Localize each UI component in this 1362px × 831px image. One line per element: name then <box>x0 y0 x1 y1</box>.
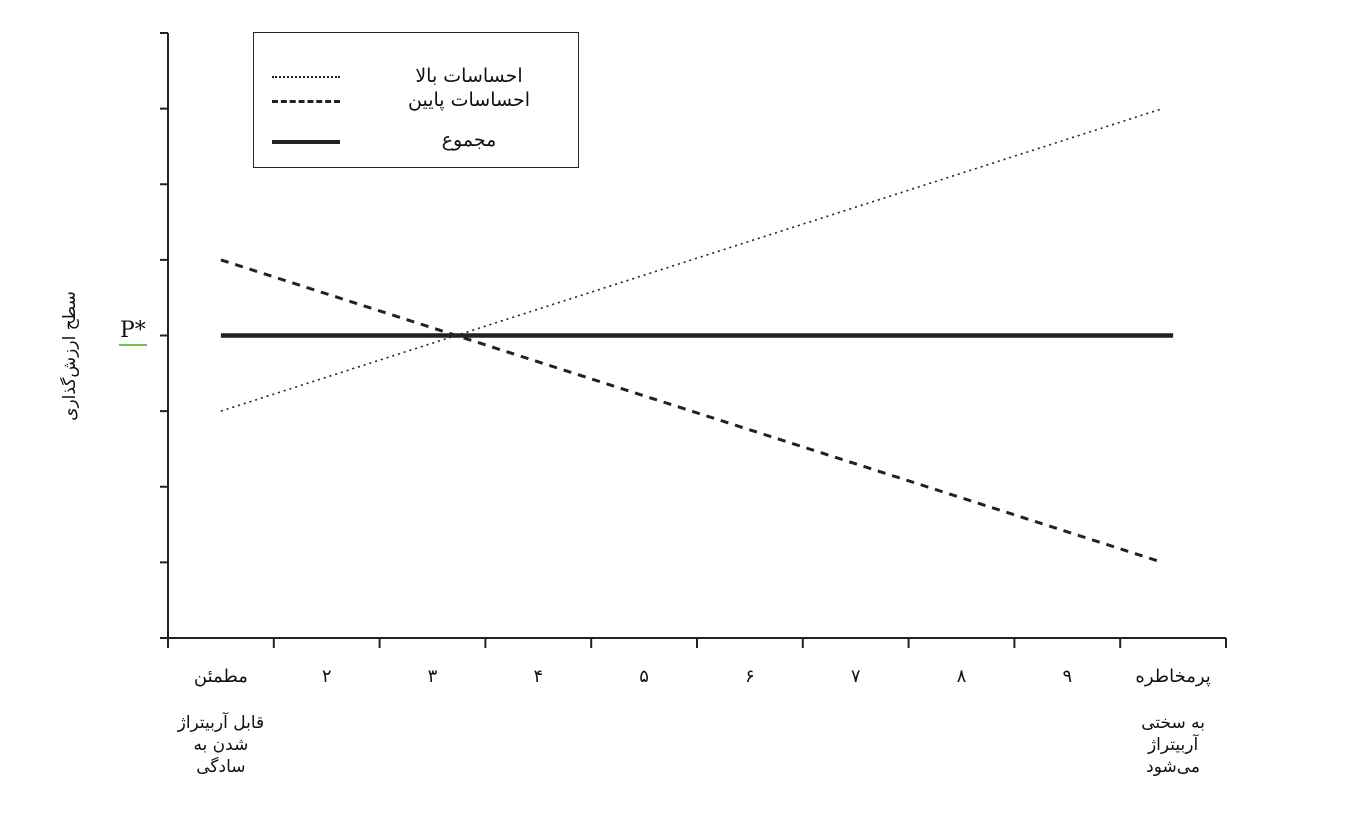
legend-item-high-sentiment: احساسات بالا <box>254 61 578 93</box>
x-category-label: ۴ <box>533 666 544 687</box>
legend-label-high-sentiment: احساسات بالا <box>415 65 523 87</box>
x-category-label: ۶ <box>745 666 755 687</box>
legend-swatch-solid <box>272 140 340 144</box>
legend-label-low-sentiment: احساسات پایین <box>408 89 530 111</box>
x-axis-note-line: قابل آربیتراژ <box>177 713 265 733</box>
legend-label-total: مجموع <box>441 129 497 151</box>
x-category-label: ۸ <box>956 666 967 687</box>
x-axis-note-line: سادگی <box>196 757 246 777</box>
x-axis-note-right: به سختی آربیتراژ می‌شود <box>1108 712 1238 778</box>
x-category-label: مطمئن <box>193 666 248 687</box>
x-category-label: ۲ <box>321 666 332 687</box>
legend-item-low-sentiment: احساسات پایین <box>254 85 578 117</box>
x-category-label: ۹ <box>1062 666 1073 687</box>
legend-swatch-dotted <box>272 76 340 78</box>
y-axis-title: سطح ارزش‌گذاری <box>60 291 80 421</box>
series-line-dashed <box>220 258 1163 564</box>
legend-item-total: مجموع <box>254 125 578 157</box>
x-category-label: ۷ <box>850 666 861 687</box>
axes <box>160 32 1227 648</box>
p-star-marker-label: P* <box>119 318 147 346</box>
legend-swatch-dashed <box>272 100 340 103</box>
x-axis-note-line: به سختی <box>1141 713 1205 733</box>
x-category-label: ۳ <box>427 666 438 687</box>
series-group <box>220 107 1174 564</box>
x-axis-note-line: می‌شود <box>1146 757 1201 777</box>
legend: احساسات بالا احساسات پایین مجموع <box>253 32 579 168</box>
x-axis-note-line: آربیتراژ <box>1147 735 1199 755</box>
x-axis-note-left: قابل آربیتراژ شدن به سادگی <box>156 712 286 778</box>
x-axis-note-line: شدن به <box>193 735 249 755</box>
x-category-label: پرمخاطره <box>1135 666 1211 687</box>
x-category-label: ۵ <box>639 666 649 687</box>
